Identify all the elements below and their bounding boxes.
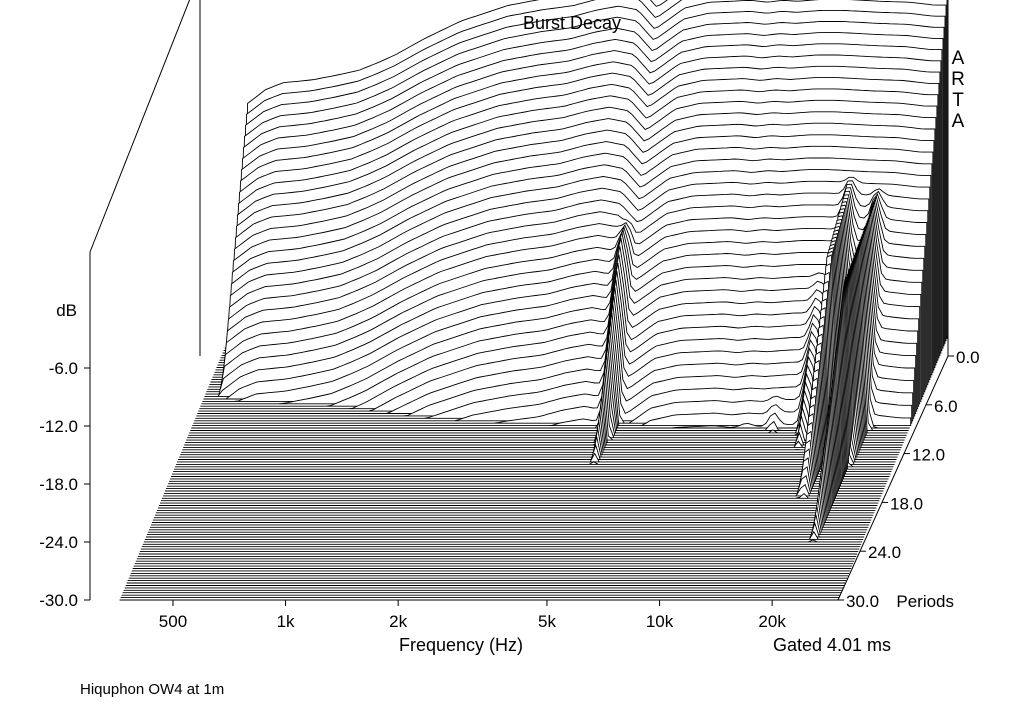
decay-slice (163, 380, 882, 497)
y-tick-label: -24.0 (39, 533, 78, 552)
z-tick-label: 12.0 (912, 446, 945, 465)
y-tick-label: -30.0 (39, 591, 78, 610)
decay-slice (168, 337, 887, 485)
decay-slice (148, 497, 868, 531)
y-tick-label: -18.0 (39, 475, 78, 494)
z-axis-line (837, 355, 949, 601)
decay-slice (184, 257, 903, 446)
x-tick-label: 500 (159, 612, 187, 631)
z-tick-label: 0.0 (956, 348, 980, 367)
x-tick-label: 10k (646, 612, 674, 631)
axis-labels: Burst Decay dB Frequency (Hz) Gated 4.01… (39, 13, 979, 655)
z-axis-unit-label: Periods (896, 592, 954, 611)
z-tick-label: 30.0 (846, 592, 879, 611)
decay-slice (183, 260, 902, 448)
decay-slice (178, 274, 897, 460)
decay-slice (174, 287, 893, 470)
arta-brand-letter: T (952, 90, 964, 111)
decay-slice (146, 514, 866, 536)
z-tick-label: 18.0 (890, 494, 923, 513)
decay-slice (150, 480, 870, 526)
decay-slice (182, 263, 901, 451)
waterfall-slices (119, 0, 949, 601)
arta-brand-letter: A (952, 48, 965, 69)
y-axis-label: dB (56, 301, 77, 320)
decay-slice (155, 438, 875, 514)
side-wall-edge (89, 0, 191, 253)
decay-slice (152, 464, 872, 521)
decay-slice (196, 225, 916, 417)
y-tick-label: -12.0 (39, 417, 78, 436)
decay-slice (153, 455, 873, 519)
x-tick-label: 1k (277, 612, 295, 631)
decay-slice (176, 279, 895, 465)
decay-slice (161, 396, 880, 502)
z-tick-label: 6.0 (934, 397, 958, 416)
decay-slice (171, 312, 890, 477)
decay-slice (169, 329, 888, 482)
x-axis-label: Frequency (Hz) (399, 635, 523, 655)
decay-slice (160, 405, 879, 504)
z-tick-label: 24.0 (868, 543, 901, 562)
x-tick-label: 5k (538, 612, 556, 631)
arta-brand-letter: R (951, 69, 965, 90)
chart-title: Burst Decay (523, 13, 621, 33)
decay-slice (175, 282, 894, 468)
decay-slice (172, 304, 891, 475)
decay-slice (154, 447, 874, 516)
decay-slice (149, 489, 869, 528)
measurement-caption: Hiquphon OW4 at 1m (80, 681, 225, 698)
y-tick-label: -6.0 (49, 359, 78, 378)
decay-slice (166, 354, 885, 490)
decay-slice (167, 346, 886, 487)
decay-slice (157, 430, 876, 511)
decay-slice (170, 321, 889, 480)
decay-slice (143, 539, 863, 543)
x-tick-label: 20k (758, 612, 786, 631)
x-tick-label: 2k (389, 612, 407, 631)
decay-slice (158, 422, 877, 509)
decay-slice (144, 530, 864, 540)
decay-slice (151, 472, 871, 523)
decay-slice (164, 371, 883, 494)
decay-slice (145, 521, 865, 538)
decay-slice (147, 506, 867, 533)
decay-slice (162, 388, 881, 499)
gate-annotation: Gated 4.01 ms (773, 635, 891, 655)
decay-slice (181, 265, 900, 453)
decay-slice (159, 413, 878, 506)
decay-slice (177, 276, 896, 463)
decay-slice (179, 271, 898, 458)
arta-brand-letter: A (952, 111, 965, 132)
decay-slice (180, 268, 899, 456)
decay-slice (173, 295, 892, 473)
decay-slice (165, 363, 884, 492)
